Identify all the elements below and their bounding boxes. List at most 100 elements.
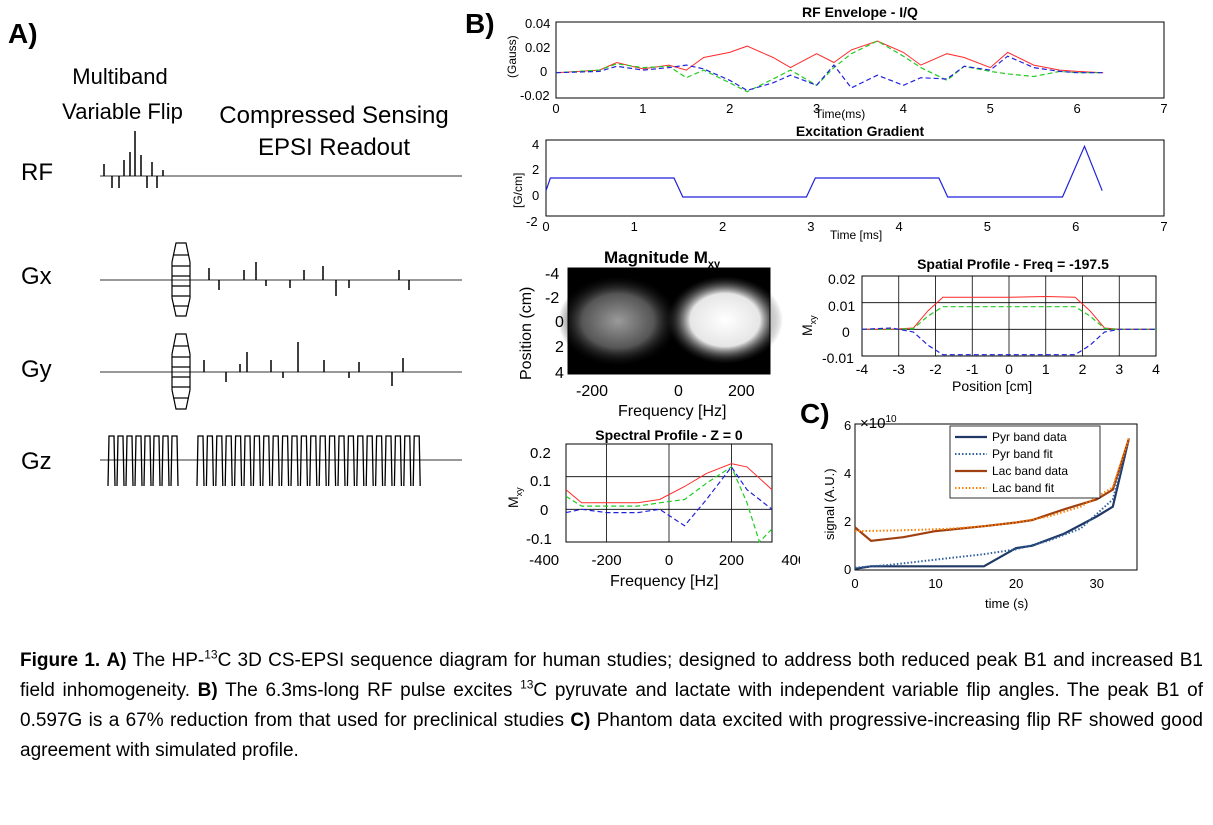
c-xtick-1: 10: [928, 576, 942, 591]
spat-ylabel: Mxy: [800, 315, 818, 336]
spec-xtick-0: -400: [529, 552, 559, 569]
spat-ytick-3: -0.01: [822, 350, 854, 366]
c-xlabel: time (s): [985, 596, 1028, 611]
grad-ylabel: [G/cm]: [511, 173, 525, 208]
rf-envelope-frame: [555, 21, 1165, 99]
caption-a-sup: 13: [204, 647, 218, 662]
mag-ytick-2: 0: [555, 314, 564, 331]
spat-xtick-0: -4: [856, 361, 869, 377]
spec-xtick-1: -200: [592, 552, 622, 569]
c-legend-lac-fit: Lac band fit: [992, 481, 1055, 495]
spectral-grid: [566, 444, 772, 542]
magnitude-heatmap: -4 -2 0 2 4 -200 0 200 Position (cm) Fre…: [518, 266, 783, 420]
rf-pulses: [103, 131, 164, 188]
spec-xtick-4: 400: [781, 552, 800, 569]
epsi-readout-title: EPSI Readout: [257, 134, 411, 161]
rf-xlabel: Time(ms): [815, 107, 865, 121]
rf-ytick-0: 0.04: [525, 16, 550, 31]
grad-xtick-1: 1: [631, 219, 638, 234]
grad-xticks: 0 1 2 3 4 5 6 7: [542, 219, 1167, 234]
rf-xticks: 0 1 2 3 4 5 6 7: [552, 101, 1167, 116]
rf-xtick-6: 6: [1074, 101, 1081, 116]
c-xtick-2: 20: [1009, 576, 1023, 591]
rf-ytick-1: 0.02: [525, 40, 550, 55]
grad-xtick-2: 2: [719, 219, 726, 234]
grad-xtick-0: 0: [542, 219, 549, 234]
rf-ylabel: (Gauss): [505, 35, 519, 78]
spec-ylabel: Mxy: [505, 487, 524, 508]
panel-c-chart: ×1010 6 4 2 0 signal (A.U.) time (s) 0 10…: [822, 414, 1138, 611]
spat-ylabel-main: M: [800, 324, 815, 336]
caption-a-label: A): [106, 650, 127, 671]
spectral-frame: [565, 443, 773, 543]
c-xtick-3: 30: [1089, 576, 1103, 591]
excitation-gradient-title: Excitation Gradient: [795, 123, 925, 139]
spec-ylabel-sub: xy: [514, 487, 524, 497]
rf-xtick-2: 2: [726, 101, 733, 116]
mag-ytick-1: -2: [545, 290, 559, 307]
c-exponent: ×1010: [860, 414, 897, 432]
spec-xtick-3: 200: [719, 552, 744, 569]
rf-envelope-series-0: [555, 40, 1104, 74]
mag-xtick-1: 0: [674, 383, 683, 400]
spatial-profile-chart: 0.02 0.01 0 -0.01 Mxy Position [cm] -4 -3…: [800, 271, 1160, 394]
rf-xtick-4: 4: [900, 101, 907, 116]
grad-ytick-3: -2: [526, 214, 538, 229]
caption-c-label: C): [570, 710, 591, 731]
spatial-grid: [862, 276, 1156, 356]
spectral-series-1: [565, 466, 773, 544]
spat-series: [861, 295, 1156, 356]
mag-xlabel: Frequency [Hz]: [618, 403, 726, 420]
spat-ytick-1: 0.01: [828, 298, 855, 314]
spectral-series-0: [565, 463, 773, 504]
gx-blips: [208, 262, 410, 296]
rf-row-label: RF: [21, 159, 53, 186]
c-legend-pyr-fit: Pyr band fit: [992, 447, 1053, 461]
magnitude-title-sub: xy: [707, 258, 721, 271]
spec-ytick-1: 0.1: [530, 473, 551, 490]
grad-xtick-7: 7: [1160, 219, 1167, 234]
rf-envelope-title: RF Envelope - I/Q: [802, 4, 918, 20]
gz-row-label: Gz: [21, 448, 52, 475]
spatial-series-2: [861, 327, 1156, 356]
c-legend-lac-data: Lac band data: [992, 464, 1068, 478]
gx-blip-shape: [171, 242, 191, 317]
magnitude-title: Magnitude Mxy: [604, 248, 720, 270]
rf-xtick-3: 3: [813, 101, 820, 116]
caption-b-text-1: The 6.3ms-long RF pulse excites: [217, 680, 521, 701]
rf-xtick-0: 0: [552, 101, 559, 116]
c-xticks: 0 10 20 30: [851, 576, 1104, 591]
variable-flip-title: Variable Flip: [62, 99, 183, 124]
spat-ylabel-sub: xy: [808, 315, 818, 325]
rf-envelope-series-2: [555, 55, 1104, 92]
heatmap-left-band: [558, 276, 678, 366]
spat-xtick-1: -3: [893, 361, 906, 377]
spec-ytick-3: -0.1: [526, 531, 552, 548]
spat-xticks: -4 -3 -2 -1 0 1 2 3 4: [856, 361, 1160, 377]
spat-xlabel: Position [cm]: [952, 378, 1032, 394]
c-ytick-0: 6: [844, 418, 851, 433]
grad-xlabel: Time [ms]: [830, 228, 882, 242]
gx-row-label: Gx: [21, 263, 52, 290]
grad-xtick-6: 6: [1072, 219, 1079, 234]
mag-ytick-4: 4: [555, 365, 564, 382]
spat-xtick-2: -2: [929, 361, 942, 377]
c-series-0: [854, 438, 1130, 570]
caption-b-sup: 13: [520, 677, 534, 692]
c-ytick-2: 2: [844, 514, 851, 529]
c-xtick-0: 0: [851, 576, 858, 591]
spectral-series-2: [565, 465, 773, 527]
spatial-frame: [861, 275, 1157, 357]
spec-xtick-2: 0: [665, 552, 673, 569]
gy-row-label: Gy: [21, 356, 52, 383]
heatmap-frame: [567, 267, 771, 375]
magnitude-title-text: Magnitude M: [604, 248, 708, 267]
rf-xtick-7: 7: [1160, 101, 1167, 116]
spectral-profile-chart: 0.2 0.1 0 -0.1 Mxy Frequency [Hz] -400 -2…: [505, 443, 800, 590]
rf-envelope-chart: 0.04 0.02 0 -0.02 (Gauss) Time(ms) 0 1 2 3 4…: [505, 16, 1168, 121]
caption-b-label: B): [197, 680, 218, 701]
caption-a-text-1: The HP-: [126, 650, 205, 671]
caption-a-text-2: C 3D CS-EPSI sequence diagram for human …: [20, 650, 1204, 701]
grad-ytick-1: 2: [532, 162, 539, 177]
rf-xtick-1: 1: [639, 101, 646, 116]
